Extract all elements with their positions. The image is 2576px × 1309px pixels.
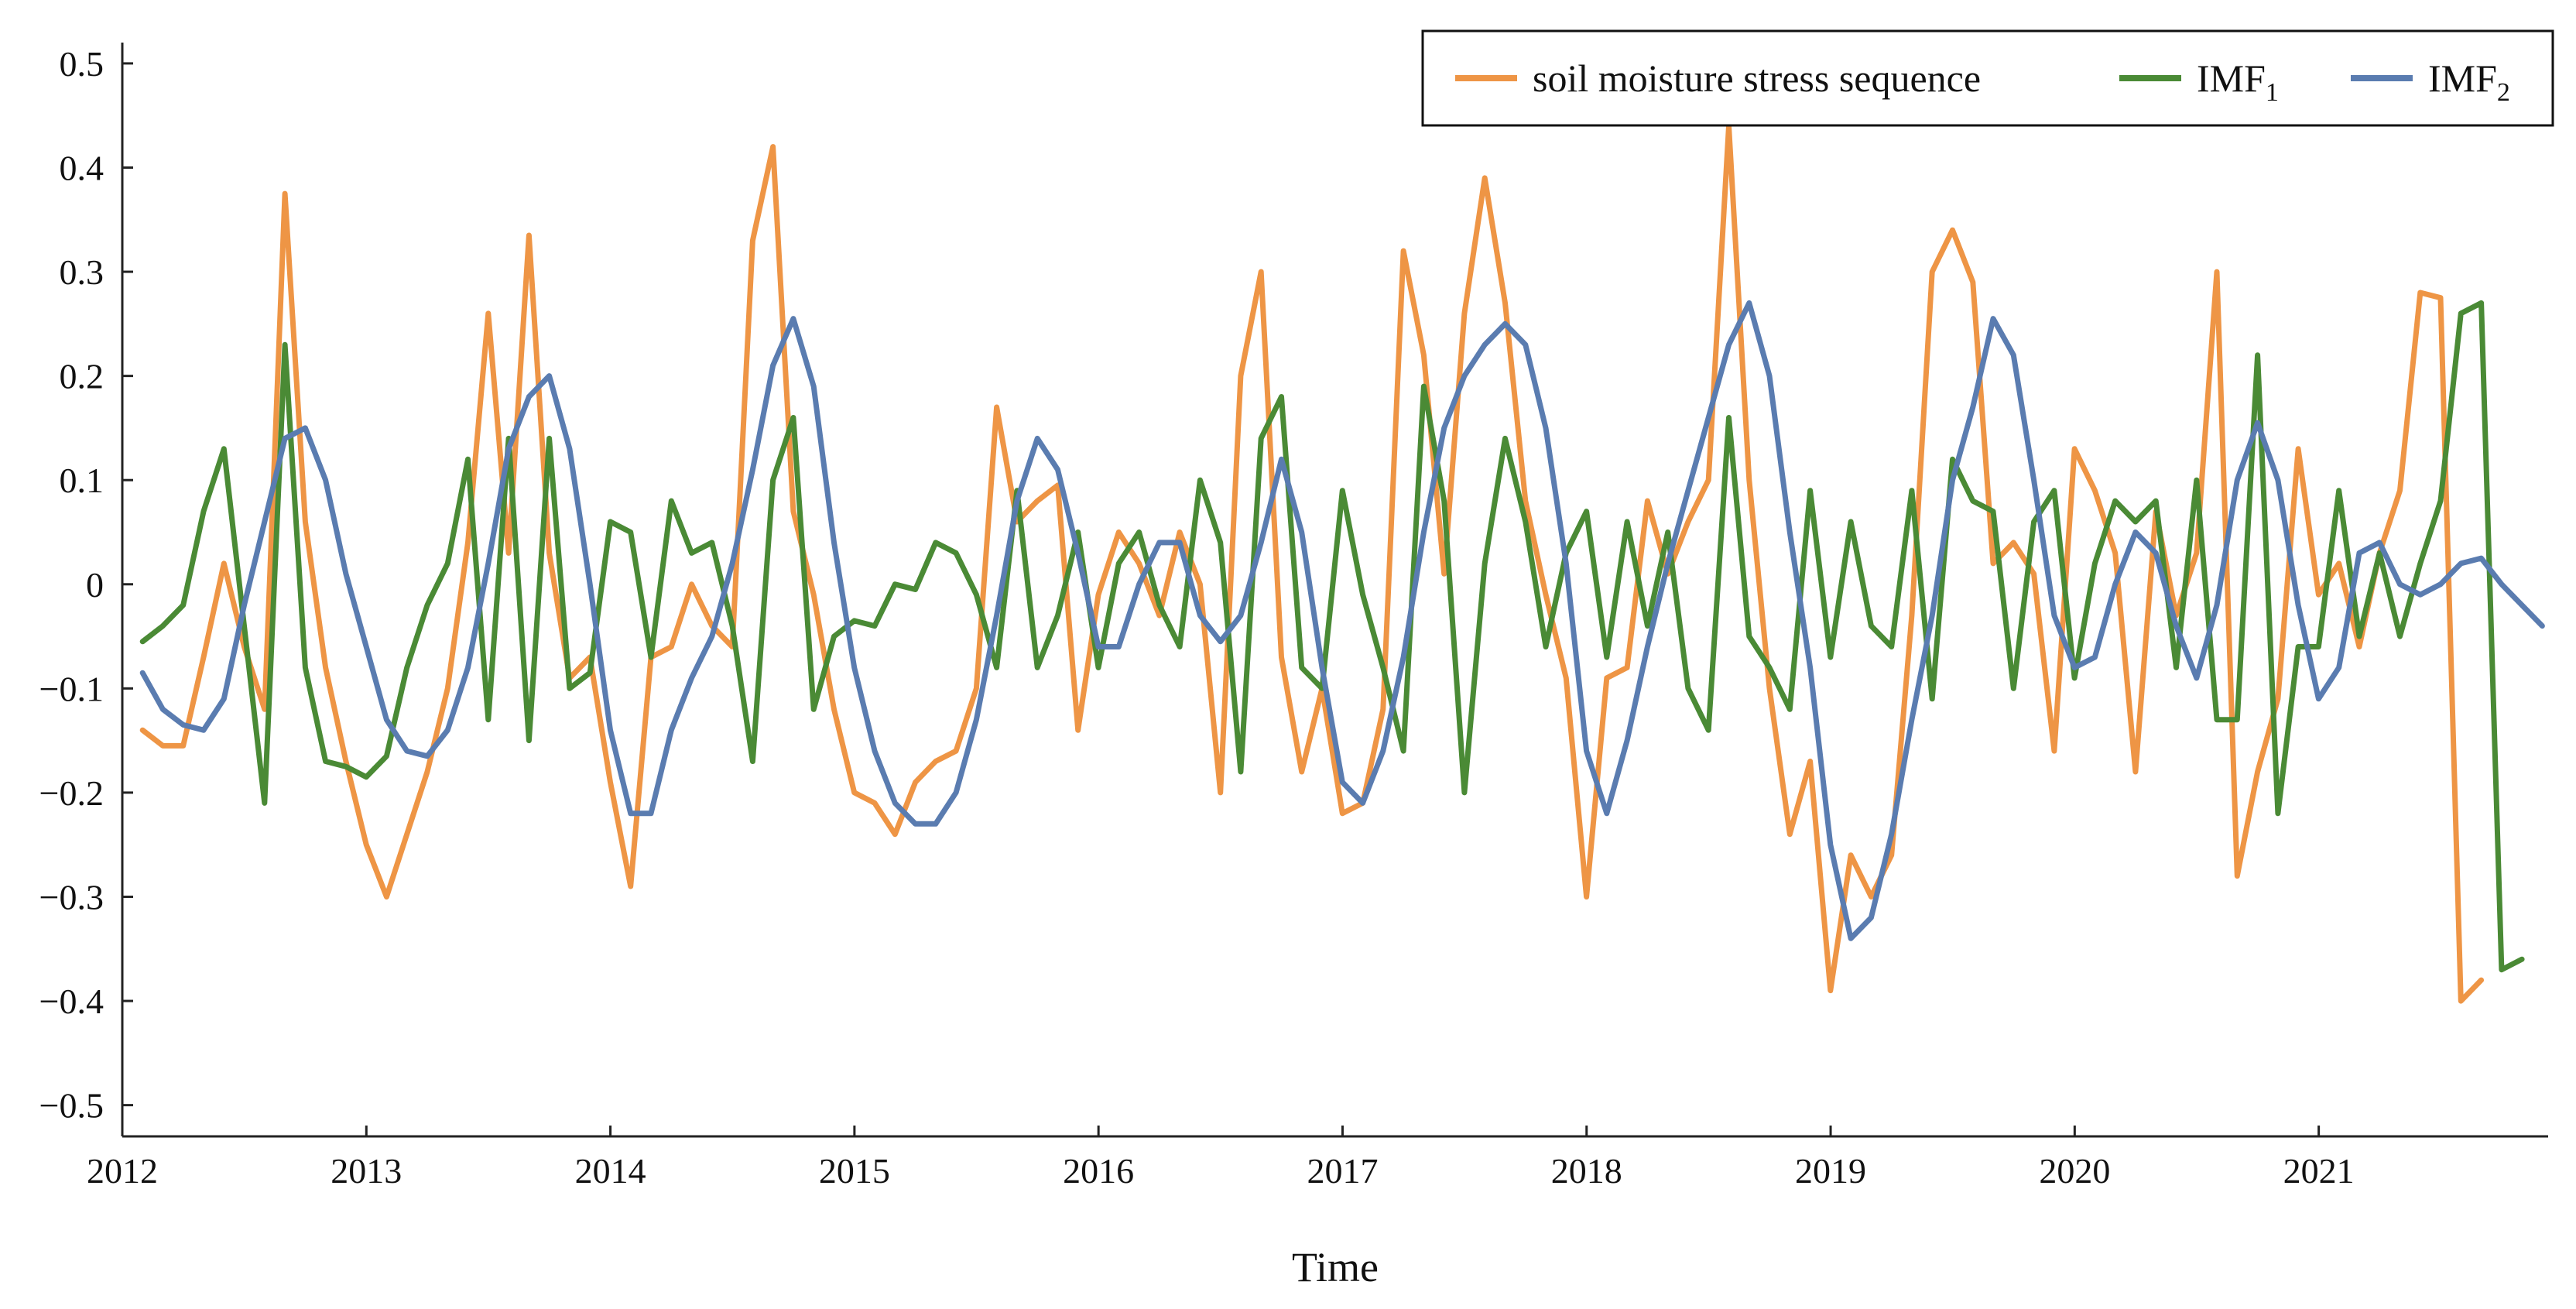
y-tick-label: −0.2 (39, 773, 104, 813)
x-tick-label: 2013 (331, 1151, 402, 1191)
x-axis: 2012 2013 2014 2015 2016 2017 2018 2019 2020 2021 (87, 1126, 2548, 1191)
x-tick-label: 2017 (1307, 1151, 1378, 1191)
legend: soil moisture stress sequence IMF1 IMF2 (1421, 29, 2554, 127)
x-tick-label: 2018 (1551, 1151, 1622, 1191)
y-tick-label: 0 (86, 565, 104, 605)
series-line-imf2 (139, 300, 2545, 941)
y-tick-label: 0.5 (60, 44, 104, 84)
x-tick-label: 2019 (1795, 1151, 1866, 1191)
x-tick-label: 2012 (87, 1151, 158, 1191)
y-tick-label: −0.1 (39, 669, 104, 708)
x-axis-title: Time (1292, 1244, 1379, 1290)
plot-area (139, 123, 2545, 1004)
y-axis: 0.5 0.4 0.3 0.2 0.1 0 −0.1 −0.2 −0.3 −0.4 −0.5 (39, 43, 133, 1136)
x-tick-label: 2015 (819, 1151, 890, 1191)
legend-label: IMF2 (2428, 57, 2510, 107)
legend-label: IMF1 (2197, 57, 2279, 107)
y-tick-label: 0.3 (60, 252, 104, 292)
y-tick-label: −0.3 (39, 877, 104, 917)
series-line-soil-moisture-stress-sequence (139, 123, 2485, 1004)
y-tick-label: 0.1 (60, 461, 104, 500)
legend-label: soil moisture stress sequence (1533, 57, 1981, 100)
x-tick-label: 2020 (2039, 1151, 2110, 1191)
x-tick-label: 2014 (575, 1151, 646, 1191)
x-tick-label: 2021 (2283, 1151, 2355, 1191)
y-tick-label: −0.4 (39, 982, 104, 1021)
y-tick-label: 0.4 (60, 148, 104, 187)
x-tick-label: 2016 (1063, 1151, 1134, 1191)
series-line-imf1 (139, 300, 2525, 973)
y-tick-label: 0.2 (60, 357, 104, 396)
y-tick-label: −0.5 (39, 1086, 104, 1126)
